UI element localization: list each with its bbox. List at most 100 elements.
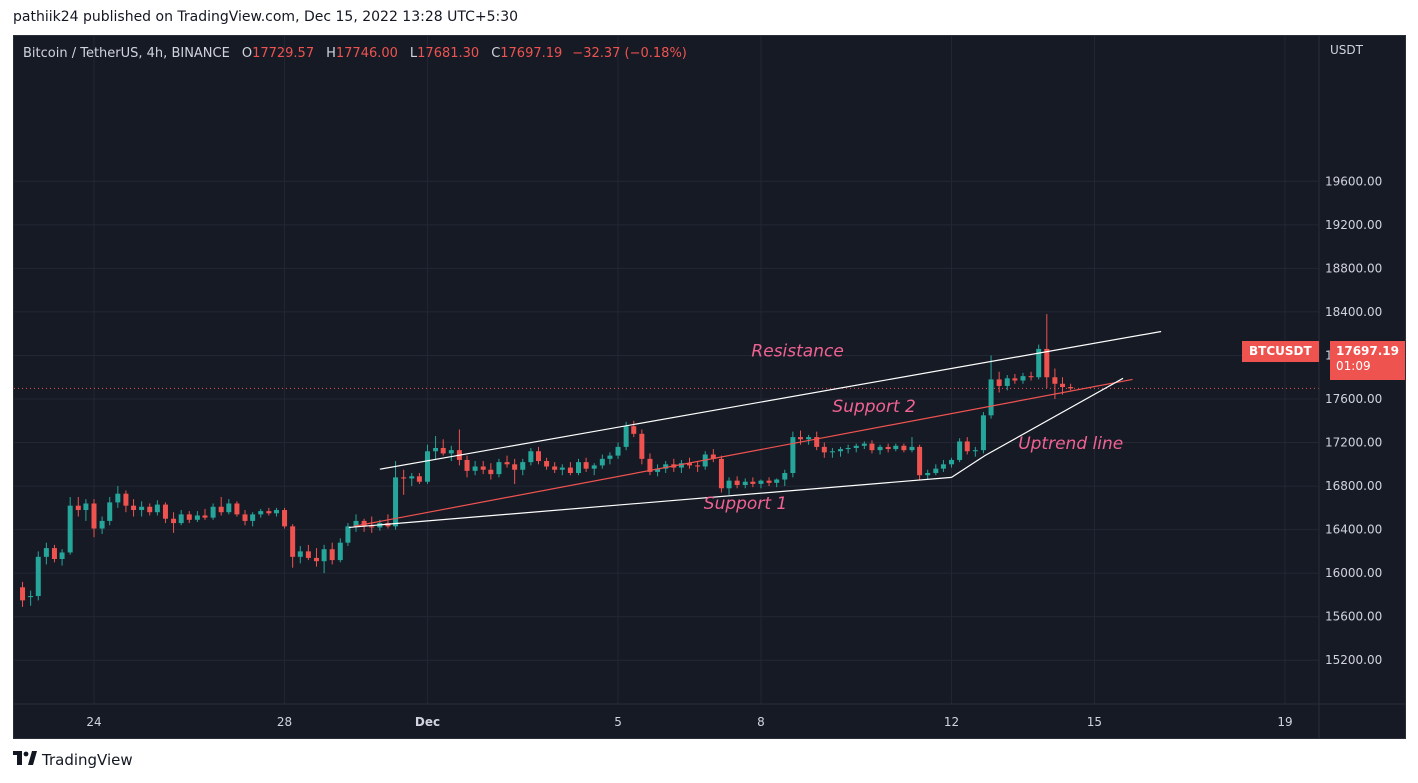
y-tick-label: 17600.00 bbox=[1325, 392, 1382, 406]
legend-open-label: O bbox=[241, 46, 253, 61]
bar-countdown: 01:09 bbox=[1336, 359, 1371, 373]
footer: TradingView bbox=[13, 751, 133, 769]
x-tick-label: Dec bbox=[415, 715, 440, 729]
x-tick-label: 5 bbox=[614, 715, 622, 729]
candle-body bbox=[774, 479, 780, 483]
candle-body bbox=[758, 480, 764, 484]
candle-body bbox=[1004, 378, 1010, 386]
trendline-support-1 bbox=[348, 476, 952, 529]
candle-body bbox=[154, 504, 160, 513]
candle-body bbox=[361, 520, 367, 527]
candle-body bbox=[448, 450, 454, 454]
candle-body bbox=[988, 379, 994, 416]
x-tick-label: 15 bbox=[1087, 715, 1102, 729]
candle-body bbox=[1020, 376, 1026, 381]
candle-body bbox=[123, 493, 129, 506]
candle-body bbox=[575, 462, 581, 474]
candle-body bbox=[329, 549, 335, 561]
legend-low-value: 17681.30 bbox=[417, 46, 480, 61]
legend-open-value: 17729.57 bbox=[252, 46, 315, 61]
candle-body bbox=[957, 441, 963, 460]
candle-body bbox=[139, 506, 145, 511]
candle-body bbox=[194, 515, 200, 520]
candle-body bbox=[695, 465, 701, 467]
candle-body bbox=[535, 451, 541, 462]
candle-body bbox=[806, 437, 812, 440]
candle-body bbox=[964, 441, 970, 452]
candle-body bbox=[949, 459, 955, 465]
candle-body bbox=[734, 480, 740, 485]
last-price-tag: 17697.19 01:09 bbox=[1330, 341, 1405, 380]
legend-high-label: H bbox=[326, 46, 336, 61]
candle-body bbox=[226, 503, 232, 513]
candle-body bbox=[202, 515, 208, 518]
candle-body bbox=[647, 458, 653, 472]
x-tick-label: 8 bbox=[757, 715, 765, 729]
candle-body bbox=[980, 415, 986, 451]
x-tick-label: 19 bbox=[1277, 715, 1292, 729]
chart-legend: Bitcoin / TetherUS, 4h, BINANCE O17729.57… bbox=[23, 46, 687, 61]
candle-body bbox=[210, 506, 216, 518]
candle-body bbox=[369, 526, 375, 528]
candle-body bbox=[43, 548, 49, 557]
candle-body bbox=[353, 520, 359, 527]
candle-body bbox=[798, 437, 804, 440]
currency-label: USDT bbox=[1330, 43, 1363, 57]
candle-body bbox=[162, 504, 168, 519]
candle-body bbox=[583, 462, 589, 469]
candle-body bbox=[599, 458, 605, 466]
tradingview-logo-icon bbox=[13, 751, 37, 769]
candle-body bbox=[1028, 376, 1034, 378]
candle-body bbox=[266, 511, 272, 514]
candle-body bbox=[488, 469, 494, 475]
candle-body bbox=[401, 477, 407, 479]
candle-body bbox=[234, 503, 240, 515]
trendline-uptrend-line bbox=[951, 377, 1124, 478]
candle-body bbox=[710, 454, 716, 459]
legend-change: −32.37 (−0.18%) bbox=[572, 46, 687, 61]
candle-body bbox=[242, 514, 248, 521]
candle-body bbox=[59, 552, 65, 560]
candle-body bbox=[1044, 348, 1050, 378]
candle-body bbox=[782, 473, 788, 480]
candle-body bbox=[218, 506, 224, 513]
candle-body bbox=[591, 465, 597, 469]
candle-body bbox=[821, 446, 827, 453]
candle-body bbox=[901, 445, 907, 451]
publication-line: pathiik24 published on TradingView.com, … bbox=[13, 9, 519, 25]
legend-low-label: L bbox=[409, 46, 418, 61]
candle-body bbox=[718, 458, 724, 489]
candle-body bbox=[861, 443, 867, 446]
chart-frame[interactable]: Resistance Support 2 Support 1 Uptrend line… bbox=[13, 35, 1406, 739]
candle-body bbox=[107, 502, 113, 521]
y-tick-label: 16000.00 bbox=[1325, 566, 1382, 580]
legend-close-label: C bbox=[491, 46, 501, 61]
candle-body bbox=[115, 493, 121, 503]
candle-body bbox=[940, 464, 946, 469]
footer-brand: TradingView bbox=[42, 751, 133, 769]
grid bbox=[14, 36, 1319, 704]
candle-body bbox=[83, 503, 89, 511]
candle-body bbox=[480, 466, 486, 470]
candle-body bbox=[909, 446, 915, 451]
candle-body bbox=[1068, 387, 1074, 389]
y-tick-label: 18400.00 bbox=[1325, 305, 1382, 319]
candle-body bbox=[273, 510, 279, 514]
candle-body bbox=[742, 481, 748, 485]
candle-body bbox=[814, 437, 820, 447]
axes: 15200.00 15600.00 16000.00 16400.00 16800.00… bbox=[14, 36, 1405, 738]
candle-body bbox=[678, 463, 684, 468]
candle-body bbox=[615, 446, 621, 456]
x-tick-label: 28 bbox=[277, 715, 292, 729]
candle-body bbox=[750, 481, 756, 484]
candle-body bbox=[996, 379, 1002, 386]
candle-body bbox=[290, 526, 296, 557]
candle-body bbox=[655, 468, 661, 472]
candle-body bbox=[972, 450, 978, 452]
candle-body bbox=[282, 510, 288, 527]
candle-body bbox=[552, 466, 558, 470]
candle-body bbox=[424, 451, 430, 482]
candle-body bbox=[186, 514, 192, 520]
candlestick-chart[interactable]: Resistance Support 2 Support 1 Uptrend line… bbox=[14, 36, 1405, 738]
candle-body bbox=[409, 476, 415, 479]
